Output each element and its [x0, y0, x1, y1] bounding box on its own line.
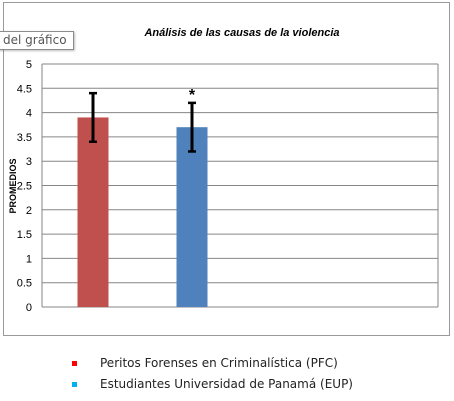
chart-area: Análisis de las causas de la violencia P…: [3, 2, 450, 336]
chart-title: Análisis de las causas de la violencia: [143, 27, 339, 39]
y-tick-label: 4.5: [17, 83, 32, 95]
y-tick-label: 0: [26, 302, 32, 314]
significance-asterisk: *: [189, 87, 196, 104]
legend-item-eup: Estudiantes Universidad de Panamá (EUP): [72, 377, 353, 391]
y-tick-label: 0.5: [17, 278, 32, 290]
y-tick-label: 1: [26, 253, 32, 265]
legend-swatch-pfc: [72, 360, 77, 366]
error-bars: *: [89, 87, 196, 153]
tooltip-text: del gráfico: [3, 33, 67, 47]
y-tick-label: 3.5: [17, 132, 32, 144]
bars: [77, 117, 208, 308]
legend-label-eup: Estudiantes Universidad de Panamá (EUP): [100, 377, 353, 391]
y-tick-label: 2: [26, 205, 32, 217]
y-tick-labels: 0 0.5 1 1.5 2 2.5 3 3.5 4 4.5 5: [17, 59, 32, 314]
y-tick-label: 1.5: [17, 229, 32, 241]
bar-chart: Análisis de las causas de la violencia P…: [8, 27, 439, 314]
y-tick-label: 3: [26, 156, 32, 168]
legend-item-pfc: Peritos Forenses en Criminalística (PFC): [72, 356, 338, 370]
bar-pfc: [77, 117, 109, 308]
chart-area-tooltip: del gráfico: [0, 31, 74, 50]
legend-swatch-eup: [72, 381, 77, 387]
legend-label-pfc: Peritos Forenses en Criminalística (PFC): [100, 356, 338, 370]
bar-eup: [176, 127, 208, 308]
y-axis-label: PROMEDIOS: [8, 158, 18, 213]
y-tick-label: 4: [26, 108, 32, 120]
y-tick-label: 5: [26, 59, 32, 71]
y-tick-label: 2.5: [17, 181, 32, 193]
